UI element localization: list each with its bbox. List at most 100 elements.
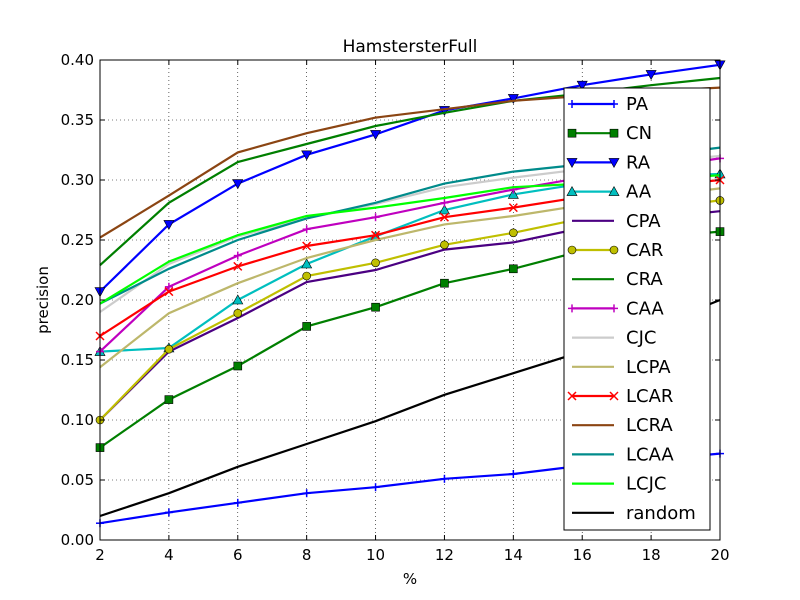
data-point bbox=[440, 474, 449, 483]
chart-title: HamstersterFull bbox=[343, 37, 478, 57]
data-point bbox=[440, 240, 449, 250]
legend-label: PA bbox=[626, 94, 649, 115]
x-tick-label: 14 bbox=[504, 546, 523, 564]
legend-label: CN bbox=[626, 123, 652, 144]
x-tick-label: 18 bbox=[642, 546, 661, 564]
data-point bbox=[576, 80, 588, 91]
legend-entry: LCAA bbox=[572, 444, 674, 465]
data-point bbox=[164, 287, 174, 297]
data-point bbox=[568, 100, 576, 108]
data-point bbox=[163, 220, 175, 231]
legend-label: CPA bbox=[626, 211, 661, 232]
data-point bbox=[609, 391, 619, 401]
data-point bbox=[164, 395, 174, 404]
legend-entry: CPA bbox=[572, 211, 661, 232]
x-tick-label: 16 bbox=[573, 546, 592, 564]
legend: PA CN RA AA CPA CAR CRA CAA CJC LCPA LCAR LCRA LCAA L… bbox=[563, 87, 711, 531]
y-tick-label: 0.35 bbox=[61, 111, 94, 129]
legend-label: LCAR bbox=[626, 386, 673, 407]
data-point bbox=[371, 230, 381, 240]
legend-entry: CAA bbox=[568, 298, 664, 319]
legend-entry: LCRA bbox=[572, 415, 673, 436]
data-point bbox=[302, 271, 311, 281]
legend-entry: AA bbox=[566, 182, 652, 203]
data-point bbox=[233, 308, 243, 318]
x-tick-label: 12 bbox=[435, 546, 454, 564]
y-tick-label: 0.25 bbox=[61, 231, 94, 249]
data-point bbox=[440, 198, 449, 207]
data-point bbox=[509, 470, 518, 478]
x-tick-label: 2 bbox=[95, 546, 105, 564]
legend-label: LCPA bbox=[626, 357, 671, 378]
legend-label: RA bbox=[626, 152, 651, 173]
data-point bbox=[371, 258, 380, 268]
data-point bbox=[567, 245, 577, 255]
data-point bbox=[608, 158, 620, 169]
x-tick-label: 4 bbox=[164, 546, 174, 564]
data-point bbox=[508, 203, 518, 213]
y-tick-label: 0.05 bbox=[61, 471, 94, 489]
data-point bbox=[645, 70, 657, 81]
y-tick-label: 0.30 bbox=[61, 171, 94, 189]
legend-entry: LCAR bbox=[567, 386, 673, 407]
y-tick-label: 0.15 bbox=[61, 351, 94, 369]
series-line bbox=[99, 63, 721, 293]
legend-entry: CRA bbox=[572, 269, 663, 290]
data-point bbox=[609, 128, 619, 138]
legend-entry: LCJC bbox=[572, 474, 666, 495]
legend-entry: random bbox=[572, 503, 696, 524]
legend-label: CJC bbox=[626, 328, 656, 349]
legend-label: CRA bbox=[626, 269, 663, 290]
legend-entry: CAR bbox=[567, 240, 663, 261]
legend-label: LCJC bbox=[626, 474, 666, 495]
axis-ticks: 2 4 6 8 10 12 14 16 18 20 0.00 0.05 0.10 0.15 0.20 0.25… bbox=[61, 51, 730, 564]
data-point bbox=[566, 185, 578, 196]
data-point bbox=[509, 264, 518, 274]
legend-entry: CN bbox=[567, 123, 652, 144]
data-point bbox=[302, 225, 311, 234]
x-tick-label: 8 bbox=[302, 546, 312, 564]
x-tick-label: 6 bbox=[233, 546, 243, 564]
data-point bbox=[301, 258, 313, 269]
data-point bbox=[232, 179, 244, 190]
data-point bbox=[232, 294, 244, 305]
legend-entry: PA bbox=[568, 94, 649, 115]
data-point bbox=[164, 282, 173, 291]
y-tick-label: 0.20 bbox=[61, 291, 94, 309]
legend-entry: RA bbox=[566, 152, 651, 173]
data-point bbox=[164, 508, 173, 517]
data-point bbox=[507, 94, 519, 105]
legend-label: CAR bbox=[626, 240, 663, 261]
data-point bbox=[440, 278, 449, 288]
data-point bbox=[371, 213, 380, 222]
y-tick-label: 0.00 bbox=[61, 531, 94, 549]
legend-label: LCAA bbox=[626, 444, 674, 465]
data-point bbox=[302, 322, 311, 331]
data-point bbox=[509, 228, 518, 238]
data-point bbox=[233, 251, 242, 260]
data-point bbox=[610, 100, 618, 108]
x-tick-label: 20 bbox=[710, 546, 729, 564]
data-point bbox=[507, 188, 519, 199]
data-point bbox=[610, 304, 618, 313]
x-tick-label: 10 bbox=[366, 546, 385, 564]
data-point bbox=[609, 245, 619, 255]
y-axis-label: precision bbox=[34, 266, 52, 334]
legend-label: CAA bbox=[626, 298, 664, 319]
data-point bbox=[233, 361, 243, 371]
x-axis-label: % bbox=[403, 570, 417, 588]
data-point bbox=[568, 304, 576, 313]
data-point bbox=[608, 185, 620, 196]
data-point bbox=[233, 498, 242, 507]
data-point bbox=[438, 204, 450, 215]
data-point bbox=[567, 128, 577, 138]
data-point bbox=[439, 212, 449, 222]
legend-entry: CJC bbox=[572, 328, 656, 349]
data-point bbox=[164, 344, 174, 354]
legend-label: random bbox=[626, 503, 696, 524]
data-point bbox=[567, 391, 577, 401]
data-point bbox=[302, 241, 312, 251]
data-point bbox=[370, 130, 382, 141]
data-point bbox=[302, 489, 311, 498]
